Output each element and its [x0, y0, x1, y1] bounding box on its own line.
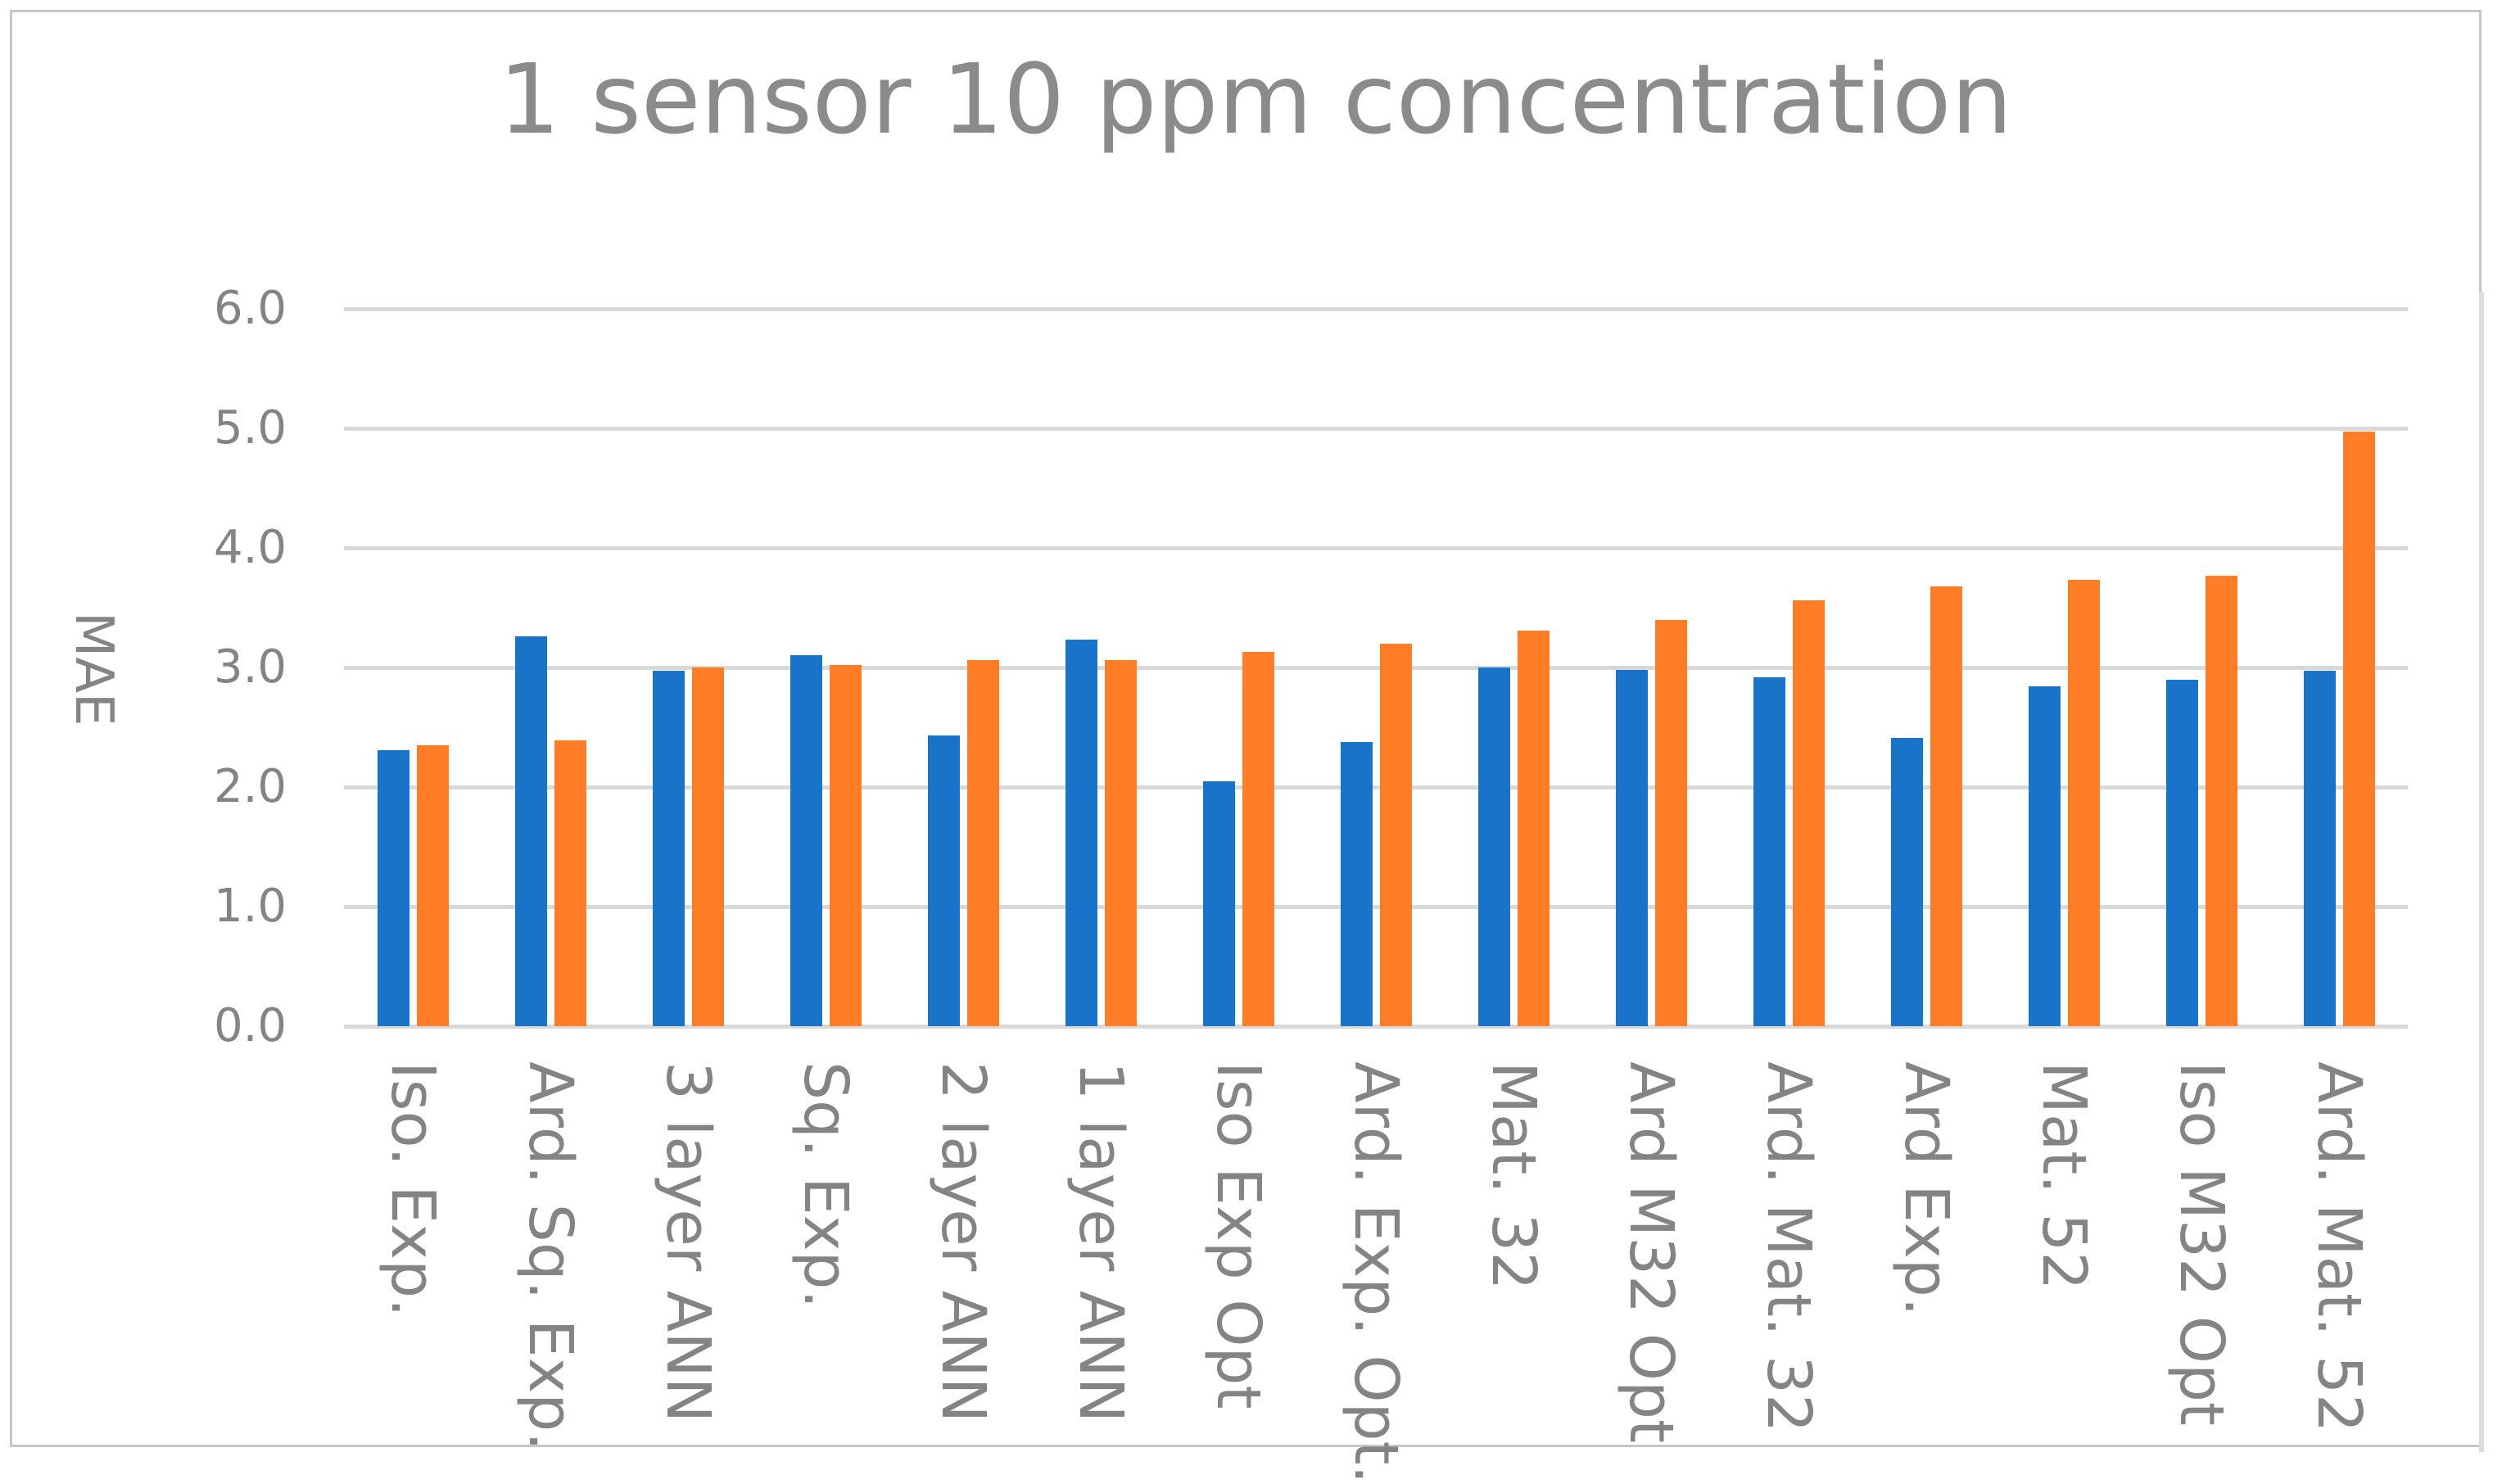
- bar-blue-13: [2029, 686, 2061, 1026]
- category-label: Ard. Mat. 52: [2304, 1061, 2374, 1433]
- bar-orange-2: [554, 740, 586, 1026]
- gridline: [344, 427, 2408, 431]
- bar-blue-9: [1478, 667, 1510, 1026]
- category-label: Iso. Exp.: [378, 1061, 448, 1318]
- gridline: [344, 666, 2408, 670]
- bar-blue-4: [790, 655, 822, 1026]
- bar-orange-11: [1793, 600, 1825, 1026]
- category-label: Iso Exp Opt: [1203, 1061, 1274, 1409]
- bar-orange-5: [967, 660, 999, 1026]
- category-label: Sq. Exp.: [790, 1061, 861, 1310]
- bar-blue-6: [1065, 640, 1097, 1026]
- bar-orange-14: [2206, 576, 2237, 1026]
- bar-orange-1: [417, 745, 449, 1026]
- category-label: Mat. 52: [2029, 1061, 2099, 1291]
- bar-orange-12: [1930, 586, 1962, 1026]
- bar-blue-2: [515, 636, 547, 1026]
- gridline: [344, 1025, 2408, 1029]
- bar-blue-11: [1753, 677, 1785, 1026]
- bar-orange-4: [830, 665, 862, 1026]
- y-tick-label: 1.0: [213, 880, 287, 933]
- gridline: [344, 905, 2408, 909]
- y-tick-label: 2.0: [213, 760, 287, 813]
- bar-orange-8: [1380, 644, 1412, 1026]
- plot-area: [344, 292, 2484, 1452]
- category-label: Ard. Sq. Exp.: [515, 1061, 586, 1451]
- bar-orange-9: [1518, 631, 1550, 1026]
- gridline: [344, 546, 2408, 550]
- category-label: Ard Exp.: [1891, 1061, 1961, 1317]
- y-axis-title: MAE: [63, 612, 124, 726]
- bar-orange-13: [2068, 580, 2100, 1026]
- category-label: Iso M32 Opt: [2166, 1061, 2237, 1426]
- bar-blue-14: [2166, 680, 2198, 1026]
- bar-orange-6: [1105, 660, 1137, 1026]
- plot-right-border: [2479, 292, 2484, 1452]
- bar-orange-7: [1242, 652, 1274, 1026]
- y-tick-label: 0.0: [213, 999, 287, 1052]
- category-label: 1 layer ANN: [1065, 1061, 1136, 1423]
- bar-blue-15: [2304, 671, 2336, 1026]
- gridline: [344, 785, 2408, 790]
- bar-orange-10: [1655, 620, 1687, 1026]
- bar-blue-3: [653, 671, 685, 1026]
- chart-title: 1 sensor 10 ppm concentration: [498, 43, 2013, 156]
- bar-blue-5: [928, 735, 960, 1026]
- y-tick-label: 6.0: [213, 282, 287, 335]
- bar-orange-3: [692, 667, 724, 1026]
- bar-blue-1: [378, 750, 409, 1026]
- bar-blue-7: [1203, 781, 1235, 1026]
- y-tick-label: 3.0: [213, 640, 287, 694]
- gridline: [344, 307, 2408, 311]
- category-label: Mat. 32: [1478, 1061, 1549, 1291]
- category-label: 2 layer ANN: [928, 1061, 998, 1423]
- bar-blue-8: [1341, 742, 1373, 1026]
- bar-blue-10: [1616, 670, 1648, 1026]
- category-label: 3 layer ANN: [653, 1061, 723, 1423]
- y-tick-label: 5.0: [213, 401, 287, 455]
- category-label: Ard. Mat. 32: [1753, 1061, 1824, 1433]
- category-label: Ard. Exp. Opt.: [1341, 1061, 1411, 1484]
- y-tick-label: 4.0: [213, 521, 287, 574]
- category-label: Ard M32 Opt: [1616, 1061, 1686, 1444]
- bar-blue-12: [1891, 738, 1923, 1026]
- bar-orange-15: [2343, 432, 2375, 1026]
